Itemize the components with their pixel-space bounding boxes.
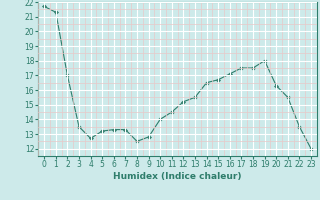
X-axis label: Humidex (Indice chaleur): Humidex (Indice chaleur): [113, 172, 242, 181]
